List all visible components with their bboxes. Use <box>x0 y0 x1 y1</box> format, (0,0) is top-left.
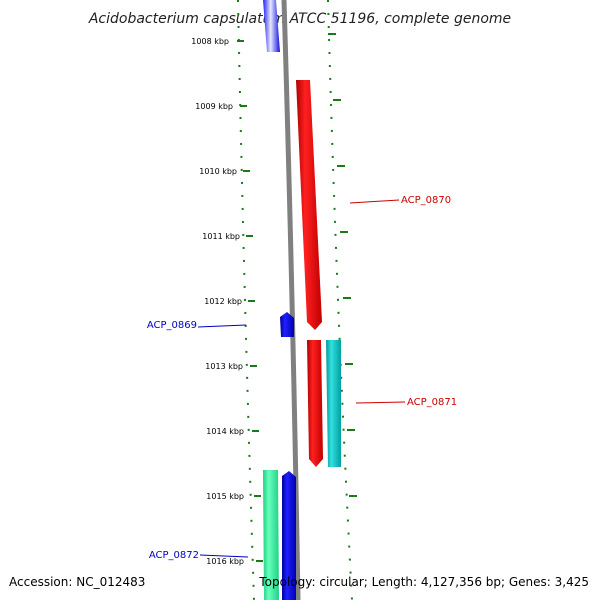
outer-scale-ticks <box>328 33 357 497</box>
leader-acp0869 <box>197 324 247 328</box>
cyan-track-feature <box>326 340 341 467</box>
gene-label-acp0869: ACP_0869 <box>147 320 197 331</box>
summary-text: Topology: circular; Length: 4,127,356 bp… <box>258 575 589 589</box>
tick-label-1009: 1009 kbp <box>195 102 233 111</box>
green-track-feature <box>263 470 279 600</box>
gene-label-acp0870: ACP_0870 <box>401 195 451 206</box>
tick-label-1015: 1015 kbp <box>206 492 244 501</box>
leader-acp0870 <box>349 199 400 204</box>
tick-label-1008: 1008 kbp <box>191 37 229 46</box>
gene-arrow-acp0869 <box>280 312 294 337</box>
ruler-tick-labels: 1008 kbp 1009 kbp 1010 kbp 1011 kbp 1012… <box>191 37 244 566</box>
leader-acp0871 <box>355 401 406 404</box>
tick-label-1011: 1011 kbp <box>202 232 240 241</box>
gene-arrow-acp0871 <box>307 340 323 467</box>
genome-backbone <box>281 0 301 600</box>
tick-label-1014: 1014 kbp <box>206 427 244 436</box>
outer-dotted-track <box>327 0 353 600</box>
gene-arrow-acp0870 <box>296 80 322 330</box>
reverse-strand-features <box>263 0 296 600</box>
accession-text: Accession: NC_012483 <box>9 575 145 589</box>
ruler-ticks <box>237 40 263 562</box>
gene-arrow-acp0872 <box>282 471 296 600</box>
inner-dotted-track <box>237 0 255 600</box>
gene-label-acp0872: ACP_0872 <box>149 550 199 561</box>
tick-label-1016: 1016 kbp <box>206 557 244 566</box>
tick-label-1013: 1013 kbp <box>205 362 243 371</box>
gene-labels: ACP_0869 ACP_0870 ACP_0871 ACP_0872 <box>147 195 457 561</box>
map-title: Acidobacterium capsulatum ATCC 51196, co… <box>88 11 511 27</box>
gene-label-leaders <box>197 199 406 558</box>
gene-arrow-top <box>263 0 280 52</box>
tick-label-1010: 1010 kbp <box>199 167 237 176</box>
tick-label-1012: 1012 kbp <box>204 297 242 306</box>
forward-strand-features <box>296 80 323 467</box>
gene-label-acp0871: ACP_0871 <box>407 397 457 408</box>
leader-acp0872 <box>199 554 249 558</box>
